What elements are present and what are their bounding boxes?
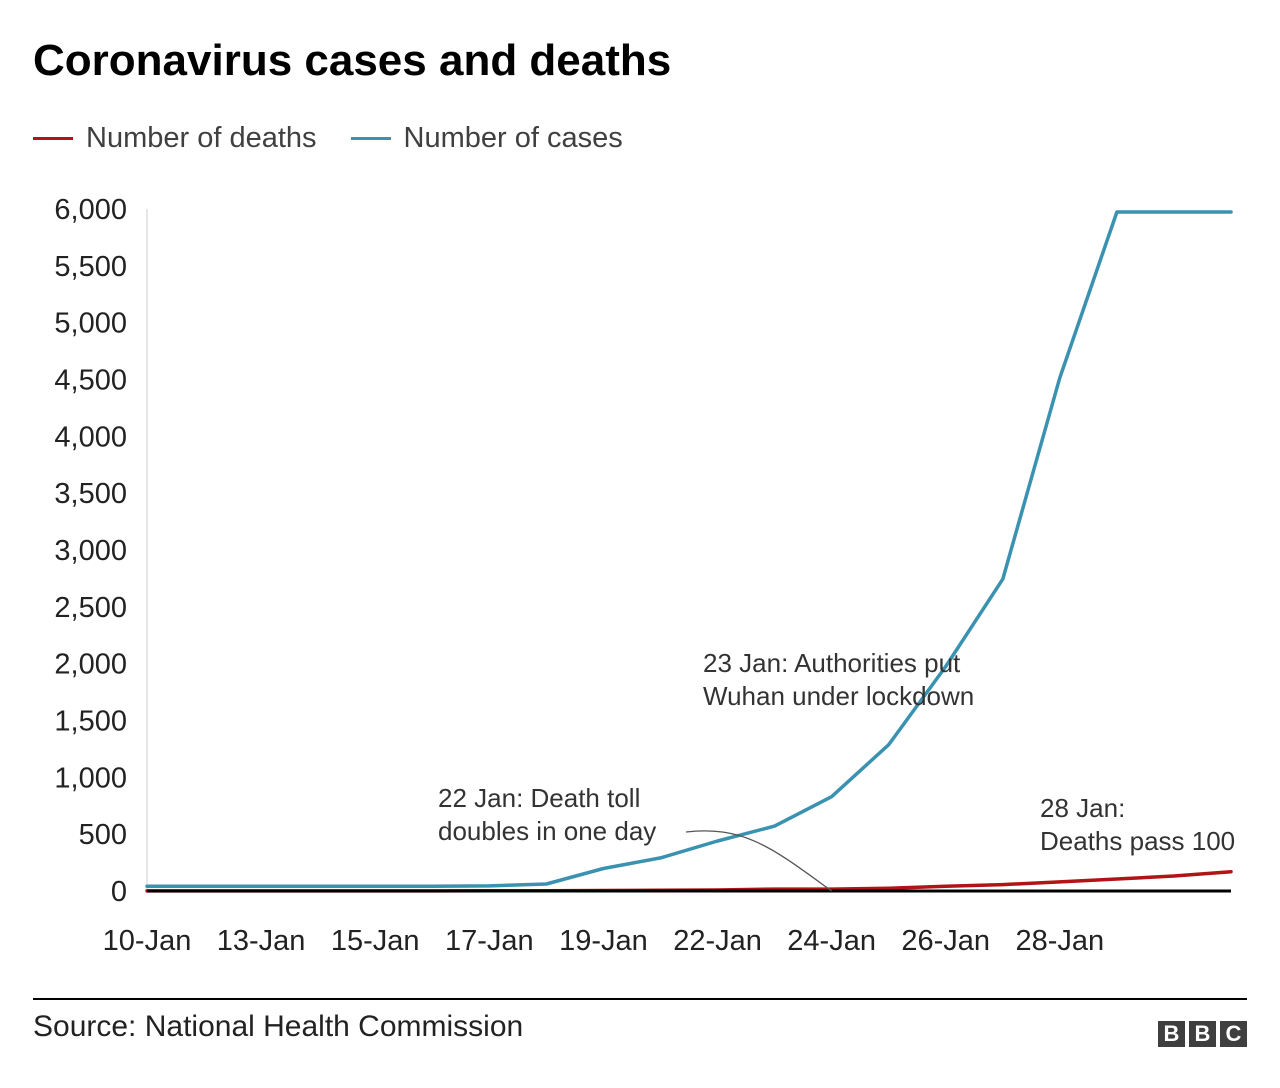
- y-tick-label: 2,500: [54, 592, 127, 624]
- x-tick-label: 28-Jan: [1016, 925, 1105, 957]
- annotation-leader-line: [685, 830, 832, 892]
- y-tick-label: 2,000: [54, 649, 127, 681]
- footer-divider: [33, 998, 1247, 1000]
- x-tick-label: 15-Jan: [331, 925, 420, 957]
- bbc-logo: B B C: [1158, 1021, 1247, 1047]
- x-tick-label: 24-Jan: [787, 925, 876, 957]
- line-chart: 0 500 1,000 1,500 2,000 2,500 3,000 3,500 4,000 4…: [54, 194, 1235, 957]
- y-tick-label: 500: [79, 819, 127, 851]
- bbc-logo-letter: B: [1189, 1021, 1216, 1047]
- annotation-death-toll-line: 22 Jan: Death toll: [438, 783, 640, 813]
- y-tick-label: 1,000: [54, 762, 127, 794]
- chart-title: Coronavirus cases and deaths: [33, 36, 672, 85]
- x-tick-label: 26-Jan: [901, 925, 990, 957]
- y-tick-label: 5,500: [54, 251, 127, 283]
- chart-legend: Number of deaths Number of cases: [33, 118, 657, 158]
- y-tick-label: 0: [111, 876, 127, 908]
- bbc-logo-letter: B: [1158, 1021, 1185, 1047]
- cases-series-line: [145, 210, 1233, 889]
- x-tick-label: 17-Jan: [445, 925, 534, 957]
- y-tick-label: 1,500: [54, 706, 127, 738]
- bbc-logo-letter: C: [1220, 1021, 1247, 1047]
- y-tick-label: 5,000: [54, 308, 127, 340]
- y-tick-label: 4,000: [54, 421, 127, 453]
- legend-swatch-deaths: [33, 136, 73, 140]
- annotation-death-toll-line: doubles in one day: [438, 816, 656, 846]
- y-tick-label: 4,500: [54, 365, 127, 397]
- legend-item-cases: Number of cases: [350, 121, 623, 155]
- annotation-deaths-100-line: 28 Jan:: [1040, 793, 1125, 823]
- y-tick-label: 3,500: [54, 478, 127, 510]
- annotation-lockdown-line: Wuhan under lockdown: [703, 681, 974, 711]
- legend-item-deaths: Number of deaths: [33, 122, 317, 155]
- annotation-lockdown-line: 23 Jan: Authorities put: [703, 648, 961, 678]
- legend-swatch-cases: [350, 136, 391, 140]
- annotation-deaths-100-line: Deaths pass 100: [1040, 826, 1235, 856]
- legend-label-deaths: Number of deaths: [86, 121, 317, 154]
- x-tick-label: 22-Jan: [673, 925, 762, 957]
- y-tick-label: 6,000: [54, 194, 127, 226]
- x-tick-label: 19-Jan: [559, 925, 648, 957]
- x-tick-label: 10-Jan: [103, 925, 192, 957]
- source-note: Source: National Health Commission: [33, 1010, 524, 1043]
- y-tick-label: 3,000: [54, 535, 127, 567]
- x-tick-label: 13-Jan: [217, 925, 306, 957]
- legend-label-cases: Number of cases: [403, 121, 623, 154]
